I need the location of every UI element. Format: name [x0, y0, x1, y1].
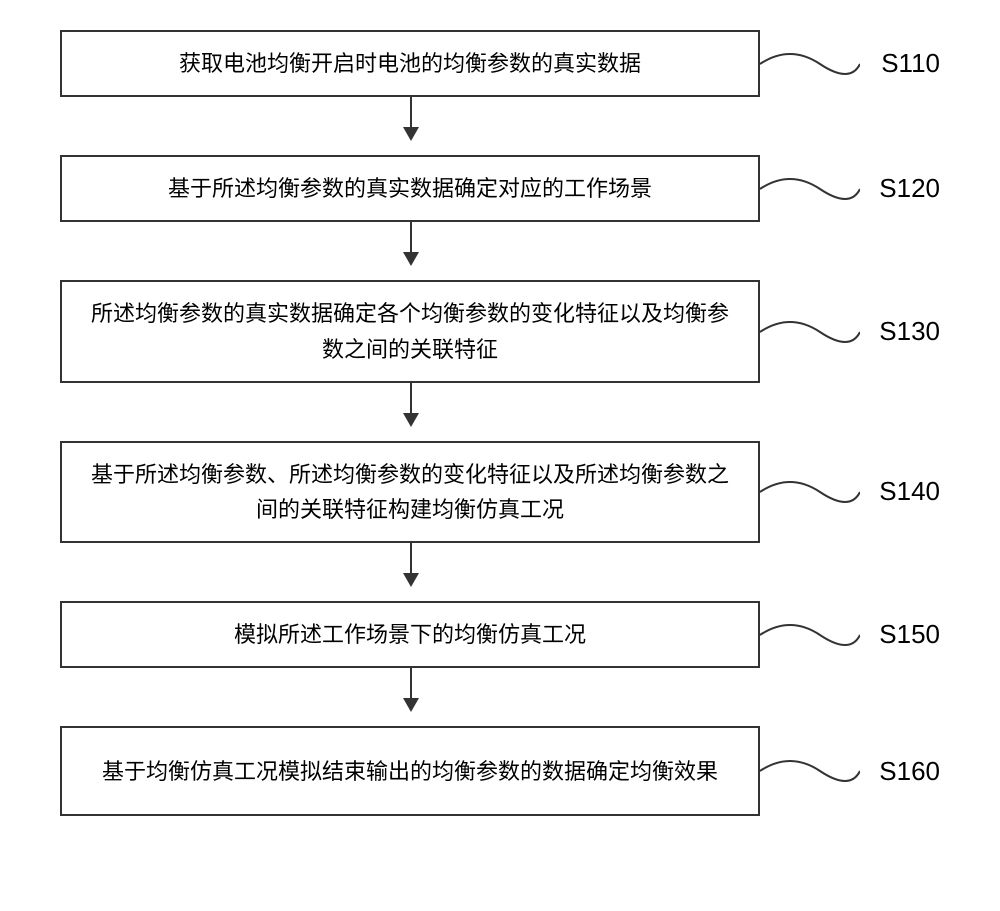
curve-connector: [760, 751, 860, 791]
step-row-3: 所述均衡参数的真实数据确定各个均衡参数的变化特征以及均衡参数之间的关联特征 S1…: [0, 280, 1000, 382]
arrow-connector: [0, 222, 1000, 280]
step-row-2: 基于所述均衡参数的真实数据确定对应的工作场景 S120: [0, 155, 1000, 222]
arrow-down-icon: [410, 97, 412, 139]
flowchart-container: 获取电池均衡开启时电池的均衡参数的真实数据 S110 基于所述均衡参数的真实数据…: [0, 30, 1000, 816]
arrow-down-icon: [410, 222, 412, 264]
arrow-connector: [0, 543, 1000, 601]
step-row-5: 模拟所述工作场景下的均衡仿真工况 S150: [0, 601, 1000, 668]
step-label-s110: S110: [881, 48, 940, 79]
step-box-s130: 所述均衡参数的真实数据确定各个均衡参数的变化特征以及均衡参数之间的关联特征: [60, 280, 760, 382]
curve-connector: [760, 44, 860, 84]
arrow-connector: [0, 97, 1000, 155]
step-text: 基于均衡仿真工况模拟结束输出的均衡参数的数据确定均衡效果: [102, 754, 718, 789]
arrow-down-icon: [410, 668, 412, 710]
arrow-connector: [0, 383, 1000, 441]
step-row-4: 基于所述均衡参数、所述均衡参数的变化特征以及所述均衡参数之间的关联特征构建均衡仿…: [0, 441, 1000, 543]
step-text: 所述均衡参数的真实数据确定各个均衡参数的变化特征以及均衡参数之间的关联特征: [82, 296, 738, 366]
step-text: 获取电池均衡开启时电池的均衡参数的真实数据: [179, 46, 641, 81]
curve-connector: [760, 169, 860, 209]
step-label-s130: S130: [879, 316, 940, 347]
step-label-s120: S120: [879, 173, 940, 204]
step-box-s140: 基于所述均衡参数、所述均衡参数的变化特征以及所述均衡参数之间的关联特征构建均衡仿…: [60, 441, 760, 543]
step-box-s150: 模拟所述工作场景下的均衡仿真工况: [60, 601, 760, 668]
step-row-6: 基于均衡仿真工况模拟结束输出的均衡参数的数据确定均衡效果 S160: [0, 726, 1000, 816]
step-box-s160: 基于均衡仿真工况模拟结束输出的均衡参数的数据确定均衡效果: [60, 726, 760, 816]
step-text: 模拟所述工作场景下的均衡仿真工况: [234, 617, 586, 652]
curve-connector: [760, 312, 860, 352]
step-label-s140: S140: [879, 476, 940, 507]
step-box-s120: 基于所述均衡参数的真实数据确定对应的工作场景: [60, 155, 760, 222]
arrow-connector: [0, 668, 1000, 726]
step-text: 基于所述均衡参数、所述均衡参数的变化特征以及所述均衡参数之间的关联特征构建均衡仿…: [82, 457, 738, 527]
curve-connector: [760, 615, 860, 655]
step-row-1: 获取电池均衡开启时电池的均衡参数的真实数据 S110: [0, 30, 1000, 97]
step-label-s150: S150: [879, 619, 940, 650]
arrow-down-icon: [410, 383, 412, 425]
step-box-s110: 获取电池均衡开启时电池的均衡参数的真实数据: [60, 30, 760, 97]
curve-connector: [760, 472, 860, 512]
arrow-down-icon: [410, 543, 412, 585]
step-text: 基于所述均衡参数的真实数据确定对应的工作场景: [168, 171, 652, 206]
step-label-s160: S160: [879, 756, 940, 787]
